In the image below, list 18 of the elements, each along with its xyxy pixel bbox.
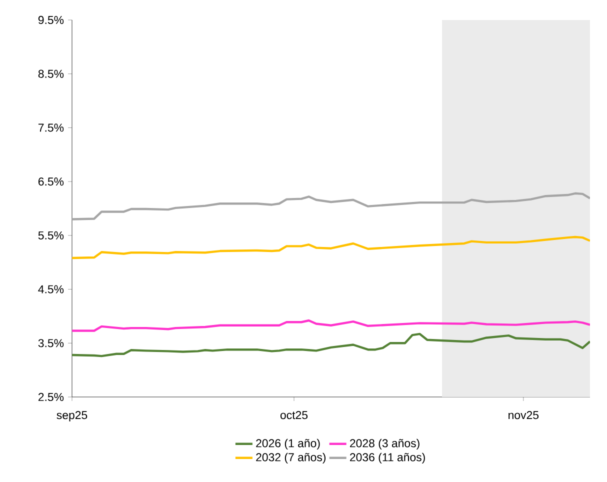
x-tick-label: oct25 (280, 411, 308, 420)
line-series (72, 192, 590, 220)
y-tick-label: 2.5% (38, 392, 64, 402)
y-tick-label: 4.5% (38, 285, 64, 294)
y-tick-label: 3.5% (38, 339, 64, 348)
y-tick-label: 9.5% (38, 16, 64, 24)
x-tick-label: nov25 (508, 411, 539, 420)
line-series (72, 332, 590, 358)
x-tick-label: sep25 (56, 411, 88, 422)
legend-label: 2028 (3 años) (350, 438, 420, 450)
legend-label: 2036 (11 años) (350, 452, 425, 464)
y-tick-label: 5.5% (38, 231, 64, 240)
y-tick-label: 7.5% (38, 124, 64, 132)
y-tick-label: 6.5% (38, 178, 64, 186)
legend-label: 2026 (1 año) (256, 438, 320, 450)
y-tick-label: 8.5% (38, 70, 64, 78)
legend-label: 2032 (7 años) (256, 452, 326, 464)
line-series (72, 236, 590, 260)
